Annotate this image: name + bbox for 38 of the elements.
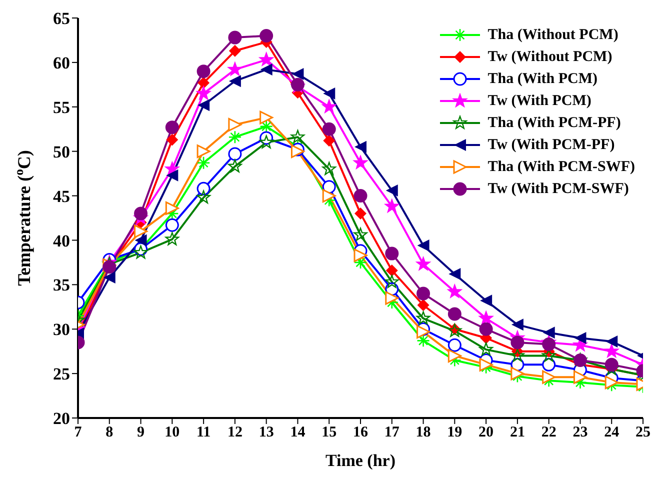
x-tick-label: 22 — [541, 424, 556, 441]
x-tick-label: 15 — [322, 424, 337, 441]
x-tick-label: 13 — [258, 424, 274, 441]
x-tick-label: 19 — [447, 424, 462, 441]
legend-label: Tw (With PCM-PF) — [488, 136, 615, 154]
x-tick-label: 18 — [416, 424, 431, 441]
x-tick-label: 17 — [384, 424, 400, 441]
x-tick-label: 10 — [164, 424, 180, 441]
x-tick-label: 11 — [196, 424, 211, 441]
legend-label: Tw (With PCM) — [488, 92, 592, 110]
x-tick-label: 9 — [137, 424, 145, 441]
legend-label: Tw (With PCM-SWF) — [488, 180, 629, 198]
x-tick-label: 23 — [572, 424, 588, 441]
x-tick-label: 24 — [604, 424, 620, 441]
x-axis-title: Time (hr) — [325, 451, 396, 470]
legend-label: Tha (With PCM-SWF) — [488, 158, 635, 176]
y-tick-label: 65 — [53, 9, 70, 28]
x-tick-label: 7 — [74, 424, 82, 441]
x-tick-label: 8 — [106, 424, 114, 441]
legend-label: Tw (Without PCM) — [488, 48, 612, 66]
x-tick-label: 14 — [290, 424, 306, 441]
y-tick-label: 45 — [53, 186, 70, 206]
legend-label: Tha (Without PCM) — [488, 26, 618, 44]
legend-label: Tha (With PCM-PF) — [488, 114, 621, 132]
y-tick-label: 30 — [53, 320, 70, 340]
x-tick-label: 25 — [636, 424, 650, 441]
x-tick-label: 21 — [510, 424, 525, 441]
y-tick-label: 25 — [53, 364, 70, 384]
y-tick-label: 40 — [53, 231, 70, 250]
y-tick-label: 60 — [53, 53, 70, 72]
x-tick-label: 12 — [227, 424, 242, 441]
y-tick-label: 50 — [53, 142, 70, 162]
x-tick-label: 16 — [353, 424, 368, 441]
y-tick-label: 20 — [53, 409, 70, 428]
y-tick-label: 35 — [53, 276, 70, 295]
y-tick-label: 55 — [53, 98, 70, 117]
legend-label: Tha (With PCM) — [488, 70, 598, 88]
x-tick-label: 20 — [478, 424, 494, 441]
